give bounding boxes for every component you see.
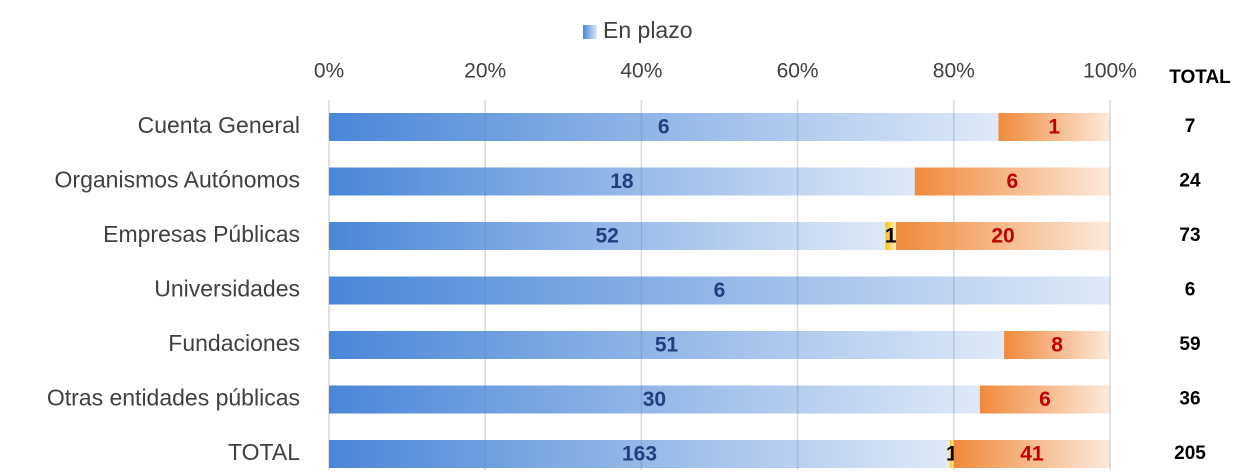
- total-label: 59: [1179, 334, 1200, 355]
- data-label: 163: [622, 443, 657, 466]
- legend-label: En plazo: [603, 17, 693, 43]
- bar-segment: [329, 113, 999, 141]
- data-label: 51: [655, 334, 679, 357]
- totals-header: TOTAL: [1169, 67, 1231, 88]
- x-tick-label: 40%: [620, 60, 662, 83]
- bar-segment: [329, 331, 1005, 359]
- x-tick-label: 60%: [777, 60, 819, 83]
- data-label: 52: [595, 225, 618, 248]
- total-label: 205: [1174, 443, 1206, 464]
- data-label: 1: [885, 225, 897, 248]
- y-tick-label: Universidades: [154, 276, 300, 302]
- y-tick-label: Otras entidades públicas: [47, 385, 300, 411]
- data-label: 18: [610, 170, 634, 193]
- total-label: 7: [1185, 116, 1196, 137]
- data-label: 1: [1048, 116, 1060, 139]
- x-tick-label: 100%: [1083, 60, 1137, 83]
- bar-segment: [329, 276, 1110, 305]
- bar-segment: [914, 167, 1110, 196]
- y-tick-label: Fundaciones: [168, 330, 300, 356]
- bar-segment: [329, 222, 886, 250]
- data-label: 20: [991, 225, 1014, 248]
- data-label: 8: [1051, 334, 1063, 357]
- data-label: 6: [714, 279, 726, 302]
- y-tick-label: Cuenta General: [138, 112, 300, 138]
- x-tick-label: 0%: [314, 60, 344, 83]
- data-label: 30: [643, 388, 666, 411]
- bar-segment: [998, 113, 1110, 141]
- x-tick-label: 80%: [933, 60, 975, 83]
- bar-segment: [953, 440, 1110, 468]
- total-label: 36: [1179, 389, 1200, 410]
- bar-segment: [329, 167, 915, 196]
- legend-swatch: [583, 25, 597, 39]
- data-label: 6: [1007, 170, 1019, 193]
- bar-segment: [329, 440, 950, 468]
- x-tick-label: 20%: [464, 60, 506, 83]
- y-tick-label: Organismos Autónomos: [55, 167, 300, 193]
- bar-segment: [1004, 331, 1110, 359]
- bar-segment: [885, 222, 897, 250]
- bar-segment: [949, 440, 954, 468]
- total-label: 6: [1185, 280, 1196, 301]
- data-label: 6: [658, 116, 670, 139]
- y-tick-label: TOTAL: [228, 439, 300, 465]
- data-label: 6: [1039, 388, 1051, 411]
- data-label: 41: [1020, 443, 1044, 466]
- bar-segment: [979, 385, 1110, 414]
- bar-segment: [329, 385, 980, 414]
- total-label: 73: [1179, 225, 1200, 246]
- y-tick-label: Empresas Públicas: [103, 221, 300, 247]
- bar-segment: [896, 222, 1110, 250]
- total-label: 24: [1179, 171, 1201, 192]
